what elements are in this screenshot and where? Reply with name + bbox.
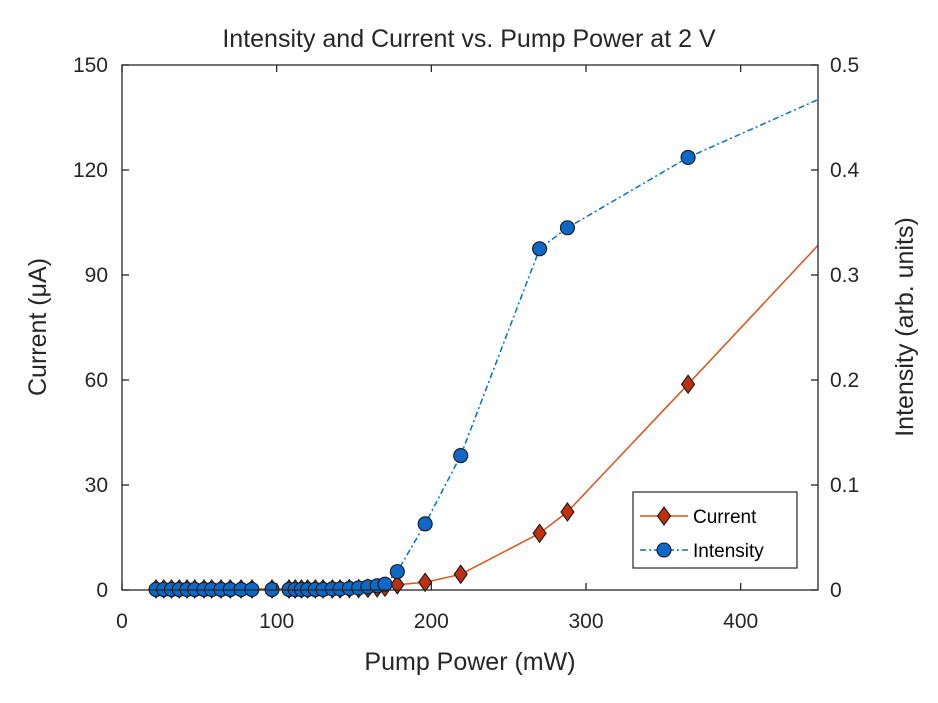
x-tick-label: 200	[414, 610, 449, 633]
x-tick-label: 400	[723, 610, 758, 633]
x-tick-label: 300	[568, 610, 603, 633]
y-left-tick-label: 0	[96, 579, 108, 602]
y-right-tick-label: 0.1	[830, 474, 859, 497]
y-axis-right: 0 0.1 0.2 0.3 0.4 0.5	[811, 54, 860, 602]
x-axis-title: Pump Power (mW)	[364, 648, 575, 676]
y-right-tick-label: 0.5	[830, 54, 859, 77]
y-left-tick-label: 90	[85, 264, 108, 287]
plot-frame	[121, 64, 819, 591]
legend-label-intensity: Intensity	[693, 541, 764, 562]
legend-label-current: Current	[693, 507, 757, 528]
x-tick-label: 0	[116, 610, 128, 633]
y-axis-left: 0 30 60 90 120 150	[73, 54, 129, 602]
data-point-current	[560, 502, 575, 522]
y-right-tick-label: 0.3	[830, 264, 859, 287]
y-axis-left-title: Current (μA)	[24, 258, 52, 396]
data-point-current	[390, 574, 405, 595]
data-point-current	[532, 523, 547, 544]
data-point-intensity	[532, 241, 548, 257]
legend-box	[632, 491, 798, 569]
y-left-tick-label: 150	[73, 54, 108, 77]
x-axis: 0 100 200 300 400	[116, 65, 758, 633]
y-right-tick-label: 0.2	[830, 369, 859, 392]
legend-marker-current	[656, 506, 672, 526]
x-tick-label: 100	[259, 610, 294, 633]
data-point-current	[453, 564, 468, 585]
data-point-intensity	[559, 220, 575, 236]
y-left-tick-label: 120	[73, 159, 108, 182]
chart-title: Intensity and Current vs. Pump Power at …	[222, 25, 716, 53]
data-point-intensity	[389, 564, 405, 580]
data-point-intensity	[453, 448, 469, 464]
data-point-current	[680, 374, 696, 395]
plot-markers	[148, 149, 696, 599]
legend-marker-intensity	[656, 542, 672, 558]
y-right-tick-label: 0.4	[830, 159, 860, 182]
y-left-tick-label: 60	[85, 369, 108, 392]
data-point-current	[417, 572, 433, 593]
y-right-tick-label: 0	[830, 579, 842, 602]
data-point-intensity	[377, 576, 393, 592]
legend[interactable]: Current Intensity	[632, 491, 798, 569]
y-axis-right-title: Intensity (arb. units)	[891, 217, 919, 437]
y-left-tick-label: 30	[85, 474, 108, 497]
series-line-intensity	[156, 98, 819, 591]
data-point-intensity	[417, 516, 433, 532]
data-point-intensity	[680, 149, 696, 165]
